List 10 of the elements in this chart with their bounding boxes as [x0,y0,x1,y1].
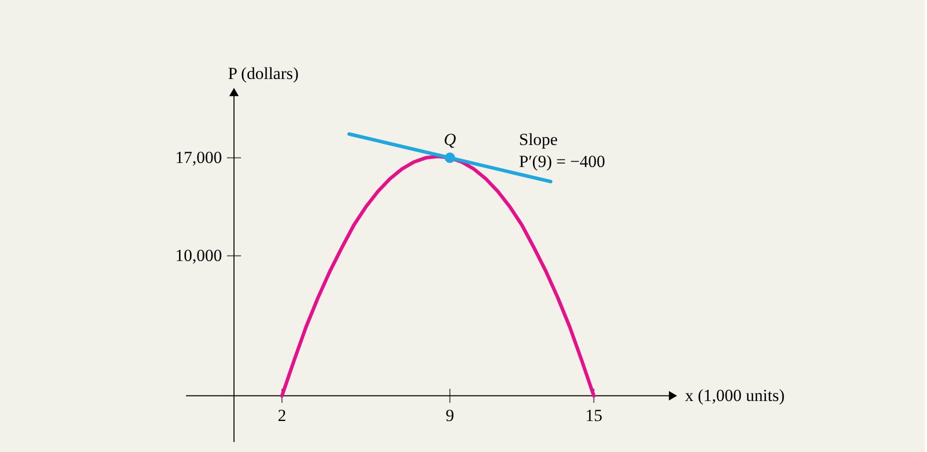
annotation: P′(9) = −400 [519,152,606,171]
x-tick-label: 2 [278,406,286,425]
x-tick-label: 9 [446,406,454,425]
y-tick-label: 17,000 [175,148,222,167]
annotation: Slope [519,130,558,149]
annotation: Q [444,130,456,149]
y-tick-label: 10,000 [175,246,222,265]
y-axis-title: P (dollars) [228,64,299,83]
x-axis-title: x (1,000 units) [685,386,785,405]
x-tick-label: 15 [585,406,602,425]
